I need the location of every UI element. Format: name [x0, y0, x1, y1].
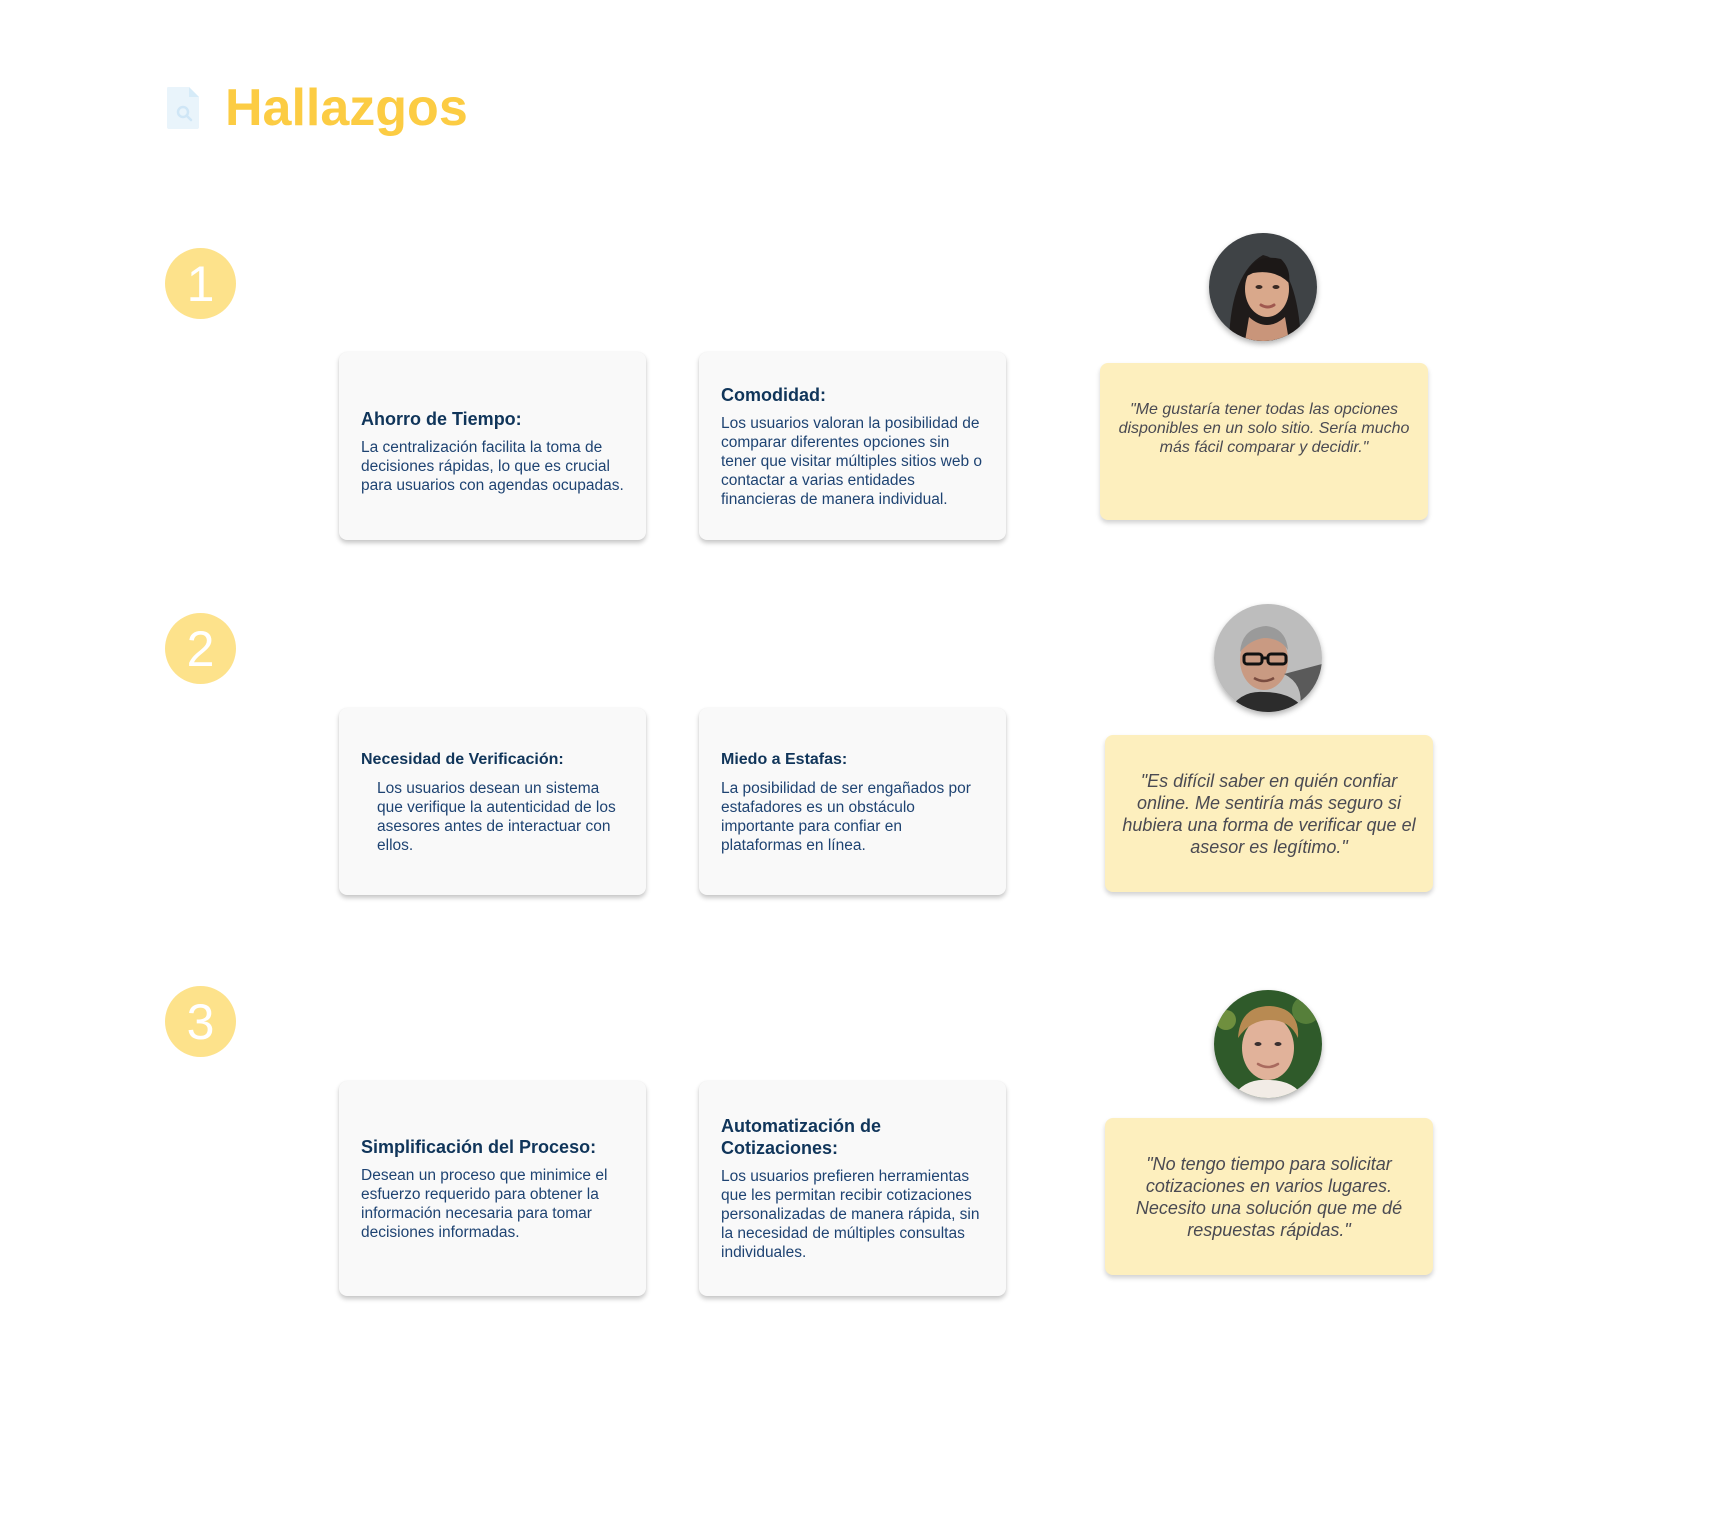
card-title: Miedo a Estafas: — [721, 750, 848, 768]
finding-card: Automatización de Cotizaciones: Los usua… — [699, 1081, 1006, 1296]
user-quote: "Me gustaría tener todas las opciones di… — [1100, 363, 1428, 520]
finding-number-badge: 2 — [165, 613, 236, 684]
card-title: Comodidad: — [721, 384, 826, 405]
page-title: Hallazgos — [225, 79, 468, 137]
card-title: Necesidad de Verificación: — [361, 750, 564, 768]
older-man-avatar-icon — [1214, 604, 1322, 712]
young-man-avatar-icon — [1214, 990, 1322, 1098]
card-body: Los usuarios valoran la posibilidad de c… — [721, 414, 983, 508]
card-body: La centralización facilita la toma de de… — [361, 438, 624, 494]
page-header: Hallazgos — [165, 82, 468, 134]
finding-card: Simplificación del Proceso: Desean un pr… — [339, 1081, 646, 1296]
card-body: La posibilidad de ser engañados por esta… — [721, 779, 971, 854]
finding-number-badge: 3 — [165, 986, 236, 1057]
finding-card: Comodidad: Los usuarios valoran la posib… — [699, 352, 1006, 540]
user-quote: "No tengo tiempo para solicitar cotizaci… — [1105, 1118, 1433, 1275]
card-body: Desean un proceso que minimice el esfuer… — [361, 1166, 608, 1241]
card-title: Automatización de Cotizaciones: — [721, 1116, 882, 1158]
finding-card: Necesidad de Verificación: Los usuarios … — [339, 708, 646, 895]
card-title: Simplificación del Proceso: — [361, 1136, 597, 1157]
finding-card: Ahorro de Tiempo: La centralización faci… — [339, 352, 646, 540]
card-body: Los usuarios prefieren herramientas que … — [721, 1168, 980, 1261]
document-search-icon — [165, 85, 201, 131]
card-body: Los usuarios desean un sistema que verif… — [377, 779, 616, 854]
user-quote: "Es difícil saber en quién confiar onlin… — [1105, 735, 1433, 892]
finding-number-badge: 1 — [165, 248, 236, 319]
woman-avatar-icon — [1209, 233, 1317, 341]
finding-card: Miedo a Estafas: La posibilidad de ser e… — [699, 708, 1006, 895]
card-title: Ahorro de Tiempo: — [361, 408, 522, 429]
